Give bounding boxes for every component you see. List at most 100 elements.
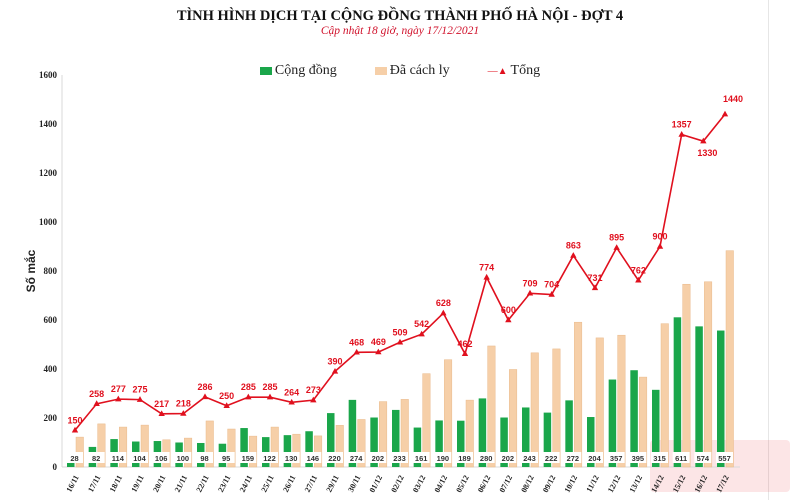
marker-total <box>136 396 144 402</box>
marker-total <box>505 316 512 323</box>
data-label-total: 468 <box>349 337 364 347</box>
bar-isolated <box>509 369 518 468</box>
data-label-bg <box>152 452 170 463</box>
bar-isolated <box>465 399 474 468</box>
data-label-community: 122 <box>263 454 276 463</box>
marker-total <box>461 350 469 357</box>
data-label-total: 542 <box>414 319 429 329</box>
data-label-total: 731 <box>587 273 602 283</box>
bar-isolated <box>227 428 236 468</box>
data-label-total: 390 <box>327 356 342 366</box>
data-label-community: 315 <box>653 454 666 463</box>
data-label-bg <box>629 452 647 463</box>
bar-community <box>478 398 487 467</box>
bar-community <box>413 427 422 467</box>
data-label-community: 28 <box>70 454 78 463</box>
y-tick-label: 400 <box>44 364 58 374</box>
bar-community <box>435 420 443 467</box>
marker-total <box>375 348 382 355</box>
bar-isolated <box>617 334 626 468</box>
data-label-bg <box>174 452 192 463</box>
data-label-total: 1440 <box>723 94 743 104</box>
bar-community <box>327 413 335 467</box>
x-tick-label: 01/12 <box>368 474 385 494</box>
data-label-total: 285 <box>262 382 277 392</box>
marker-total <box>678 131 685 137</box>
data-label-bg <box>412 452 430 463</box>
bar-isolated <box>444 359 453 468</box>
data-label-bg <box>87 452 105 463</box>
marker-total <box>613 244 620 250</box>
marker-total <box>635 276 642 283</box>
data-label-total: 600 <box>501 305 516 315</box>
data-label-bg <box>521 452 538 463</box>
bar-isolated <box>357 419 366 468</box>
data-label-bg <box>607 452 625 463</box>
data-label-bg <box>239 452 257 463</box>
marker-total <box>158 410 165 417</box>
data-label-total: 250 <box>219 391 234 401</box>
bar-isolated <box>400 399 409 468</box>
bar-community <box>652 389 660 467</box>
data-label-bg <box>542 452 560 463</box>
data-label-community: 220 <box>328 454 341 463</box>
bar-isolated <box>97 423 106 468</box>
data-label-total: 469 <box>371 337 386 347</box>
marker-total <box>245 393 252 400</box>
data-label-community: 104 <box>133 454 146 463</box>
x-tick-label: 22/11 <box>194 474 210 494</box>
data-label-community: 272 <box>567 454 580 463</box>
bar-isolated <box>314 435 323 468</box>
data-label-bg <box>326 452 343 463</box>
y-tick-label: 0 <box>53 462 58 472</box>
data-label-community: 611 <box>675 454 687 463</box>
bar-isolated <box>119 426 128 468</box>
frame-divider <box>768 0 769 500</box>
x-tick-label: 23/11 <box>216 474 232 494</box>
data-label-bg <box>694 452 712 463</box>
legend: Cộng đồng Đã cách ly ―▲ Tổng <box>0 63 800 79</box>
marker-total <box>93 400 100 406</box>
x-tick-label: 05/12 <box>454 474 471 494</box>
x-tick-label: 16/11 <box>64 474 80 494</box>
bar-isolated <box>205 420 214 468</box>
y-tick-label: 1200 <box>39 168 58 178</box>
marker-total <box>331 367 339 374</box>
bar-community <box>608 379 617 467</box>
legend-swatch-community <box>259 67 272 75</box>
y-tick-label: 200 <box>44 413 58 423</box>
data-label-total: 704 <box>544 280 559 290</box>
data-label-community: 280 <box>480 454 493 463</box>
marker-total <box>223 402 230 408</box>
x-tick-label: 06/12 <box>476 474 493 494</box>
bar-isolated <box>249 435 258 468</box>
data-label-bg <box>564 452 582 463</box>
legend-label: Cộng đồng <box>274 63 337 78</box>
marker-total <box>266 393 274 400</box>
data-label-total: 217 <box>154 399 169 409</box>
data-label-bg <box>369 452 387 463</box>
data-label-total: 258 <box>89 389 104 399</box>
marker-total <box>353 348 360 355</box>
data-label-total: 462 <box>457 339 472 349</box>
bar-community <box>695 326 703 467</box>
bar-community <box>630 370 638 467</box>
data-label-community: 574 <box>697 454 710 463</box>
bar-isolated <box>487 345 496 468</box>
legend-item-isolated: Đã cách ly <box>374 63 450 79</box>
bar-community <box>370 417 378 467</box>
data-label-total: 277 <box>111 384 126 394</box>
data-label-community: 159 <box>242 454 255 463</box>
data-label-community: 222 <box>545 454 558 463</box>
bar-community <box>348 399 357 467</box>
x-tick-label: 12/12 <box>606 474 623 494</box>
marker-total <box>440 309 447 316</box>
legend-item-total: ―▲ Tổng <box>488 63 540 79</box>
marker-total <box>656 243 664 249</box>
data-label-bg <box>282 452 300 463</box>
marker-total <box>396 338 404 345</box>
bar-isolated <box>725 250 734 468</box>
bar-community <box>717 330 725 467</box>
bar-isolated <box>660 323 669 468</box>
